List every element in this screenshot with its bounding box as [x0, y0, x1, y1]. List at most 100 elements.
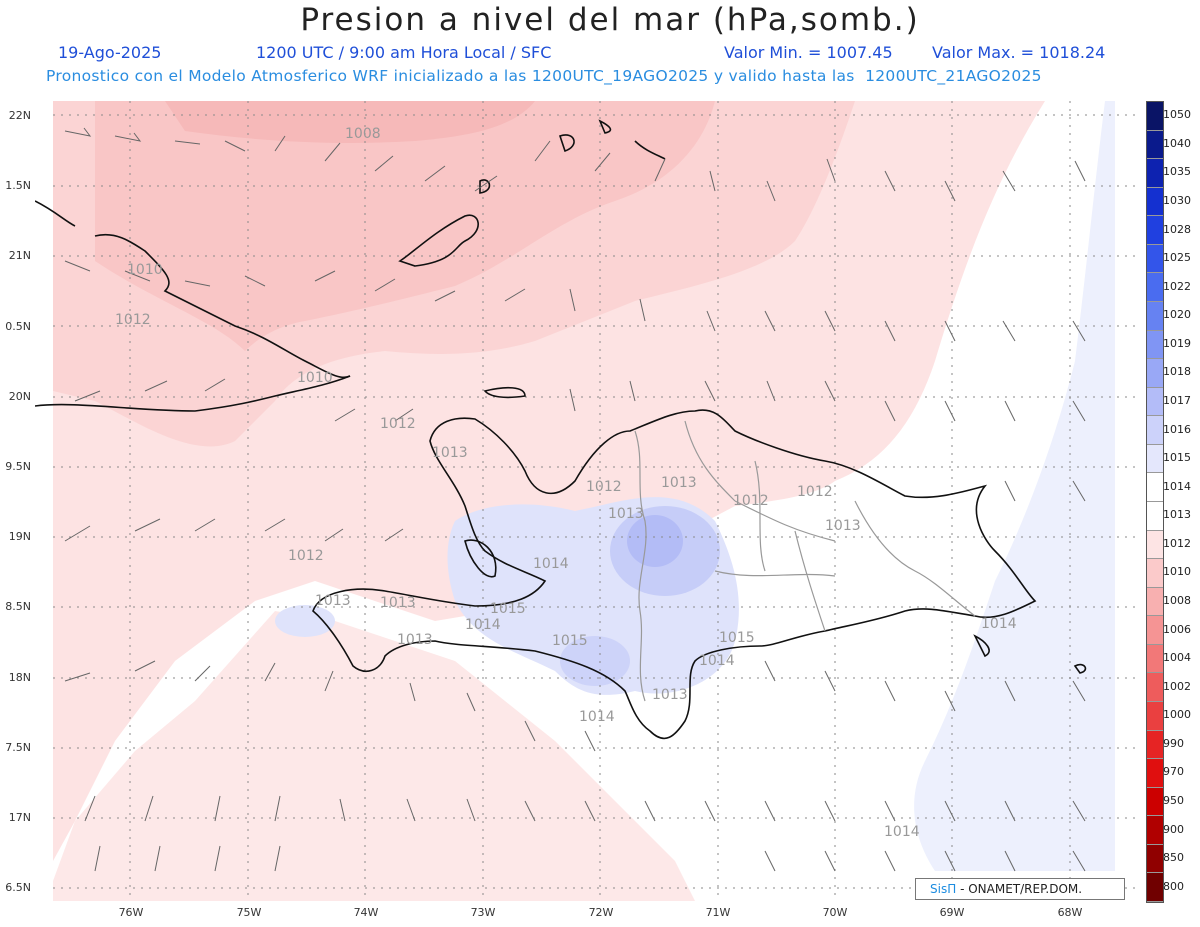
- lat-label: 22N: [8, 109, 31, 122]
- lon-label: 74W: [353, 906, 379, 919]
- colorbar-label: 1019: [1163, 336, 1191, 350]
- colorbar-segment: [1147, 444, 1163, 474]
- colorbar-segment: [1147, 244, 1163, 274]
- colorbar-segment: [1147, 187, 1163, 217]
- contour-label: 1010: [297, 370, 333, 386]
- contour-label: 1013: [380, 595, 416, 611]
- colorbar-label: 990: [1163, 736, 1184, 750]
- colorbar-segment: [1147, 587, 1163, 617]
- colorbar-segment: [1147, 787, 1163, 817]
- colorbar-label: 1028: [1163, 222, 1191, 236]
- contour-label: 1012: [115, 312, 151, 328]
- contour-label: 1014: [884, 824, 920, 840]
- contour-label: 1013: [315, 593, 351, 609]
- lat-label: 17N: [8, 811, 31, 824]
- contour-label: 1012: [797, 484, 833, 500]
- contour-label: 1012: [380, 416, 416, 432]
- colorbar-label: 1008: [1163, 594, 1191, 607]
- contour-label: 1013: [432, 445, 468, 461]
- lat-label: 7.5N: [5, 741, 31, 754]
- contour-label: 1014: [579, 709, 615, 725]
- contour-label: 1015: [552, 633, 588, 649]
- colorbar-label: 1006: [1163, 622, 1191, 636]
- pressure-colorbar: [1146, 101, 1164, 903]
- pressure-1012-south-zone: [53, 611, 695, 901]
- colorbar-label: 800: [1163, 879, 1184, 893]
- colorbar-label: 1010: [1163, 565, 1191, 579]
- colorbar-segment: [1147, 559, 1163, 588]
- lon-label: 68W: [1057, 906, 1083, 919]
- brand-logo: SisΠ: [930, 882, 957, 896]
- forecast-subtitle: Pronostico con el Modelo Atmosferico WRF…: [46, 67, 1042, 85]
- lat-label: 8.5N: [5, 600, 31, 613]
- colorbar-segment: [1147, 873, 1163, 902]
- colorbar-segment: [1147, 302, 1163, 331]
- colorbar-segment: [1147, 330, 1163, 360]
- pressure-map: 1008 1010 1012 1010 1012 1013 1012 1013 …: [35, 101, 1140, 901]
- contour-label: 1012: [586, 479, 622, 495]
- colorbar-label: 1025: [1163, 251, 1191, 265]
- colorbar-label: 1004: [1163, 651, 1191, 665]
- lon-label: 72W: [588, 906, 614, 919]
- colorbar-label: 1015: [1163, 451, 1191, 465]
- lat-label: 21N: [8, 249, 31, 262]
- colorbar-label: 1018: [1163, 365, 1191, 379]
- colorbar-segment: [1147, 844, 1163, 874]
- colorbar-segment: [1147, 159, 1163, 188]
- max-value: Valor Max. = 1018.24: [932, 43, 1106, 62]
- contour-label: 1013: [397, 632, 433, 648]
- colorbar-segment: [1147, 273, 1163, 302]
- colorbar-label: 1016: [1163, 422, 1191, 436]
- lon-label: 71W: [705, 906, 731, 919]
- forecast-date: 19-Ago-2025: [58, 43, 162, 62]
- lat-label: 0.5N: [5, 320, 31, 333]
- colorbar-label: 1030: [1163, 194, 1191, 207]
- lon-label: 76W: [118, 906, 144, 919]
- contour-label: 1014: [465, 617, 501, 633]
- colorbar-segment: [1147, 702, 1163, 731]
- lon-label: 75W: [236, 906, 262, 919]
- map-title: Presion a nivel del mar (hPa,somb.): [300, 2, 920, 38]
- pressure-1017-zone: [627, 515, 683, 567]
- lon-label: 69W: [939, 906, 965, 919]
- contour-label: 1014: [699, 653, 735, 669]
- credit-org: - ONAMET/REP.DOM.: [960, 882, 1083, 896]
- contour-label: 1015: [719, 630, 755, 646]
- min-value: Valor Min. = 1007.45: [724, 43, 893, 62]
- contour-labels: 1008 1010 1012 1010 1012 1013 1012 1013 …: [115, 126, 1017, 840]
- lon-label: 73W: [470, 906, 496, 919]
- colorbar-segment: [1147, 616, 1163, 645]
- lat-label: 19N: [8, 530, 31, 543]
- colorbar-label: 850: [1163, 851, 1184, 865]
- contour-label: 1013: [608, 506, 644, 522]
- colorbar-label: 1000: [1163, 708, 1191, 722]
- colorbar-label: 970: [1163, 765, 1184, 779]
- colorbar-label: 1020: [1163, 308, 1191, 322]
- colorbar-label: 950: [1163, 794, 1184, 807]
- credit-box: SisΠ - ONAMET/REP.DOM.: [915, 878, 1125, 900]
- admin-borders: [634, 420, 976, 702]
- colorbar-label: 1035: [1163, 165, 1191, 179]
- coastlines: [35, 119, 1087, 740]
- lat-label: 6.5N: [5, 881, 31, 894]
- colorbar-segment: [1147, 759, 1163, 788]
- lat-label: 9.5N: [5, 460, 31, 473]
- pressure-1007-zone: [165, 101, 535, 143]
- contour-label: 1012: [733, 493, 769, 509]
- colorbar-label: 1002: [1163, 679, 1191, 693]
- contour-label: 1010: [127, 262, 163, 278]
- colorbar-label: 1050: [1163, 108, 1191, 122]
- colorbar-label: 1040: [1163, 136, 1191, 150]
- pressure-1015-west-zone: [275, 605, 335, 637]
- contour-label: 1014: [533, 556, 569, 572]
- colorbar-label: 1012: [1163, 536, 1191, 550]
- contour-label: 1014: [981, 616, 1017, 632]
- contour-label: 1015: [490, 601, 526, 617]
- colorbar-segment: [1147, 816, 1163, 845]
- colorbar-segment: [1147, 102, 1163, 131]
- colorbar-label: 1013: [1163, 508, 1191, 522]
- contour-label: 1013: [825, 518, 861, 534]
- colorbar-segment: [1147, 387, 1163, 417]
- forecast-time: 1200 UTC / 9:00 am Hora Local / SFC: [256, 43, 552, 62]
- colorbar-segment: [1147, 473, 1163, 502]
